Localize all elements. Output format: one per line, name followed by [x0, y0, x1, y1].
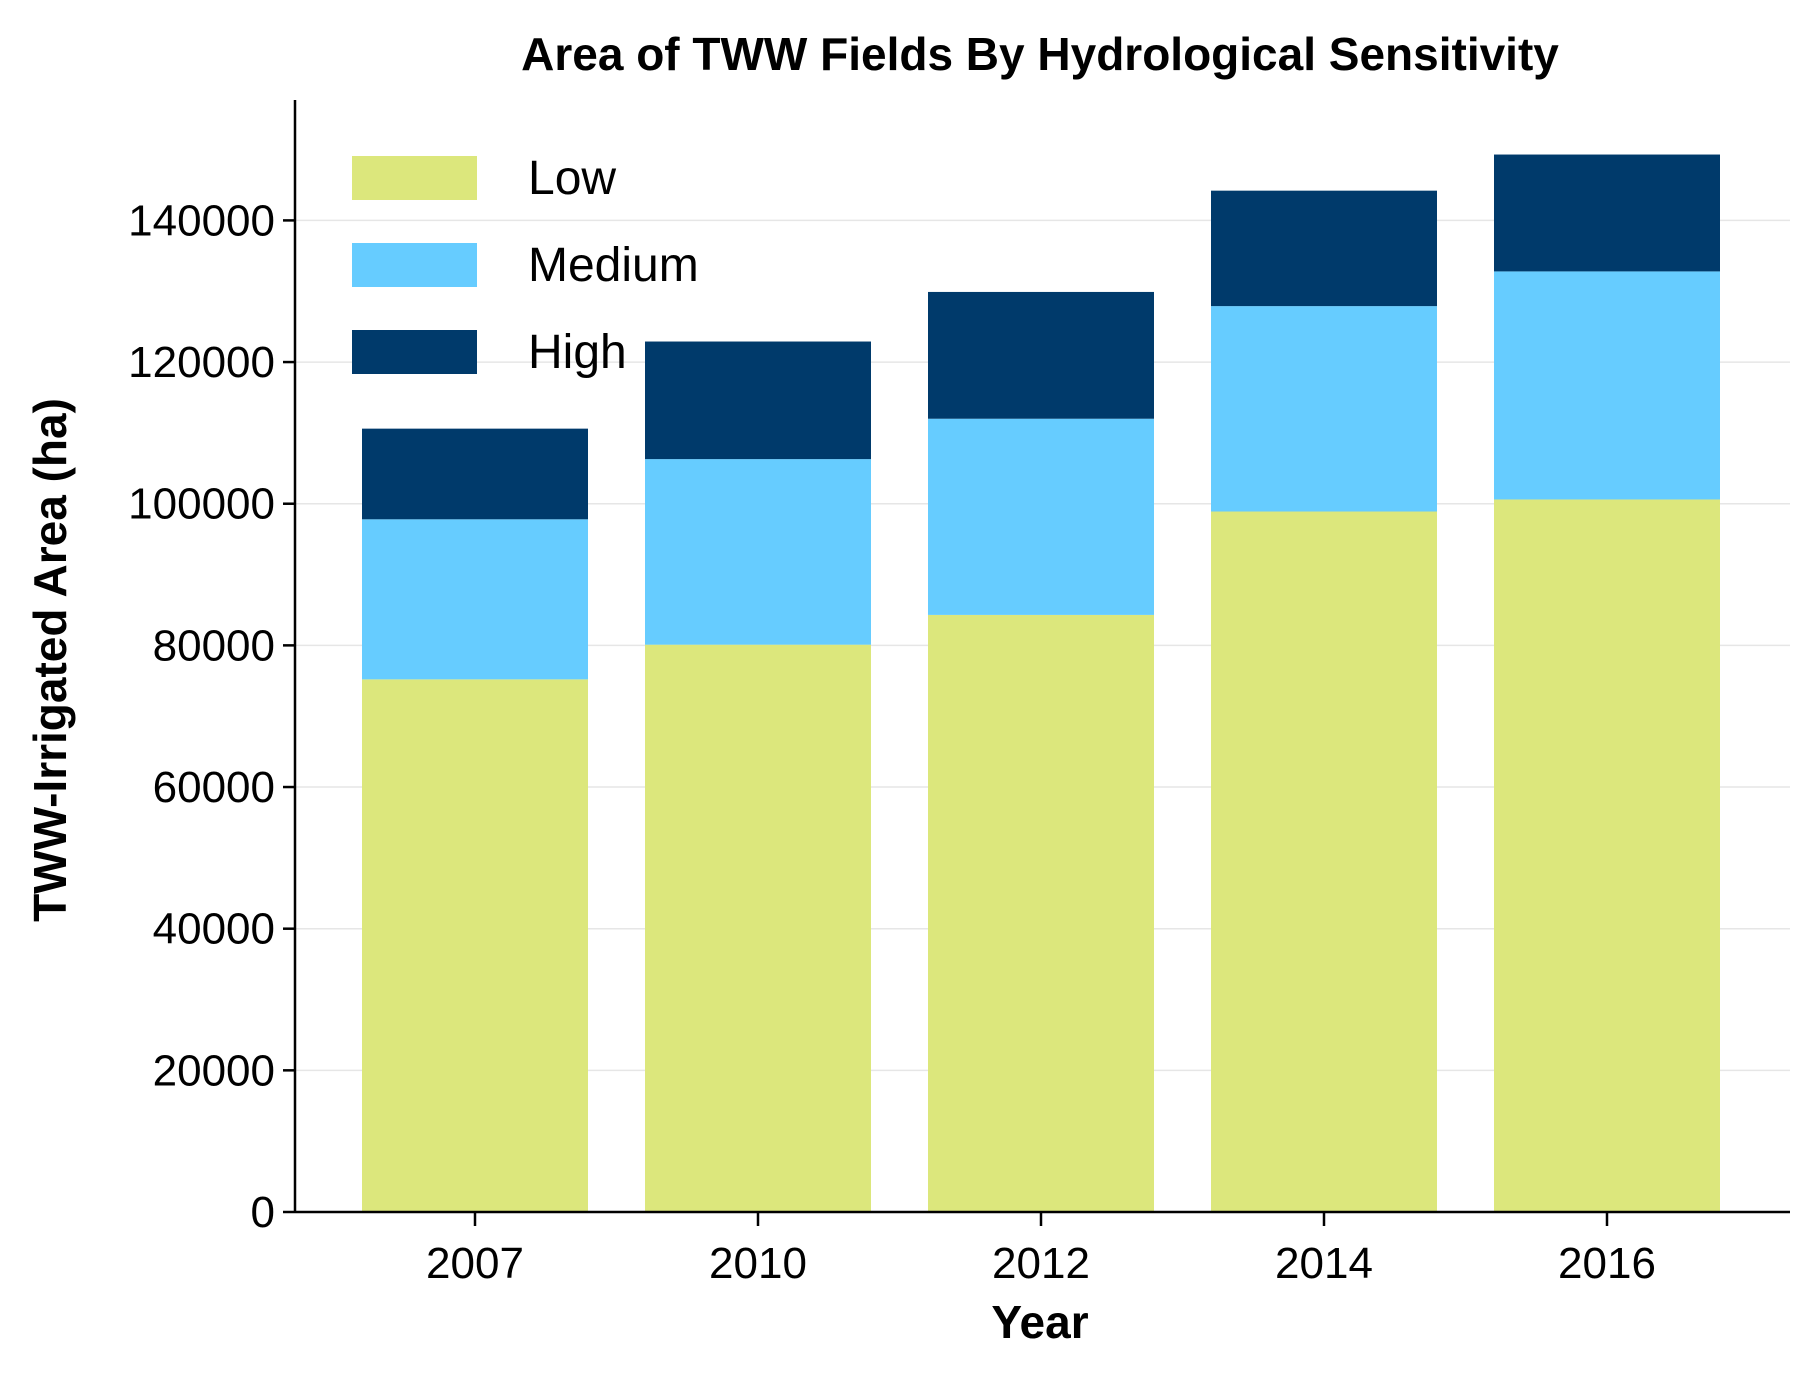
bar-low-2007 — [362, 679, 588, 1212]
y-tick-label: 100000 — [128, 480, 275, 529]
legend-swatch-medium — [352, 243, 477, 287]
bar-low-2012 — [928, 614, 1154, 1212]
y-tick-label: 60000 — [153, 763, 275, 812]
y-tick-label: 40000 — [153, 905, 275, 954]
y-tick-label: 80000 — [153, 621, 275, 670]
y-tick-label: 20000 — [153, 1046, 275, 1095]
bar-low-2016 — [1494, 499, 1720, 1212]
x-tick-label: 2007 — [426, 1239, 524, 1288]
x-tick-label: 2010 — [709, 1239, 807, 1288]
bar-medium-2016 — [1494, 271, 1720, 500]
x-tick-label: 2016 — [1558, 1239, 1656, 1288]
x-tick-label: 2014 — [1275, 1239, 1373, 1288]
x-axis-label: Year — [991, 1296, 1088, 1348]
bar-low-2014 — [1211, 511, 1437, 1212]
chart-title: Area of TWW Fields By Hydrological Sensi… — [521, 28, 1559, 80]
y-tick-label: 0 — [251, 1188, 275, 1237]
y-axis-label: TWW-Irrigated Area (ha) — [24, 398, 76, 922]
legend-swatch-high — [352, 330, 477, 374]
y-tick-label: 140000 — [128, 196, 275, 245]
bar-high-2007 — [362, 428, 588, 520]
legend-label-high: High — [528, 326, 627, 379]
legend-swatch-low — [352, 156, 477, 200]
bar-low-2010 — [645, 644, 871, 1212]
bar-medium-2007 — [362, 519, 588, 680]
bars — [362, 154, 1720, 1212]
bar-high-2012 — [928, 291, 1154, 419]
x-tick-label: 2012 — [992, 1239, 1090, 1288]
legend-label-low: Low — [528, 152, 616, 205]
bar-medium-2014 — [1211, 306, 1437, 512]
ticks: 0 20000 40000 60000 80000 100000 120000 140000 2… — [128, 196, 1656, 1288]
axes — [293, 100, 1790, 1214]
y-tick-label: 120000 — [128, 338, 275, 387]
bar-high-2014 — [1211, 190, 1437, 307]
bar-medium-2010 — [645, 459, 871, 645]
bar-medium-2012 — [928, 418, 1154, 615]
bar-high-2010 — [645, 341, 871, 460]
legend: Low Medium High — [352, 152, 699, 379]
bar-high-2016 — [1494, 154, 1720, 272]
legend-label-medium: Medium — [528, 239, 699, 292]
